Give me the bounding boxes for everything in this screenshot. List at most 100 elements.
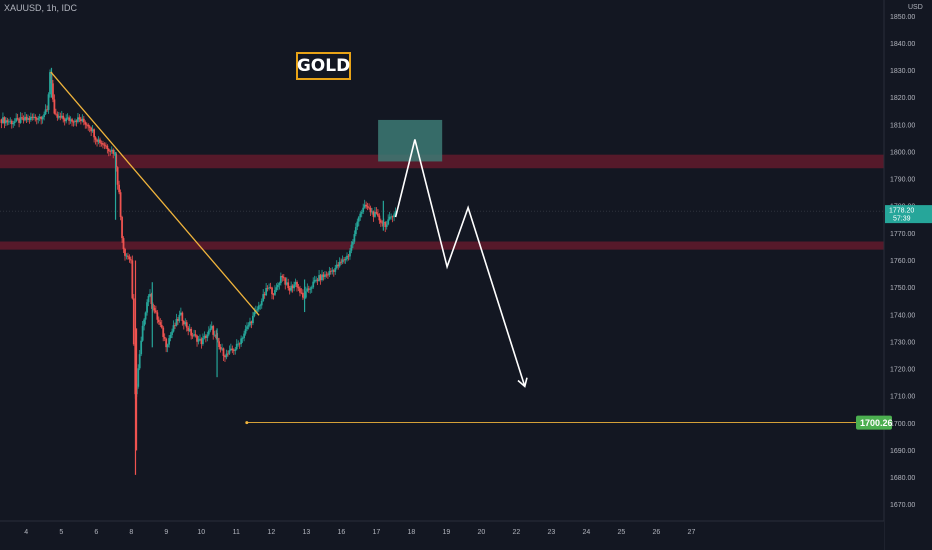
candle-body [213, 334, 216, 336]
y-tick-label: 1700.00 [890, 421, 915, 428]
candle-body [102, 143, 104, 145]
candle-body [165, 338, 168, 348]
candle-body [174, 325, 176, 327]
candle-body [72, 121, 75, 123]
candle-body [140, 340, 143, 355]
candle-body [106, 145, 109, 150]
candle-body [4, 120, 7, 124]
candle-body [32, 116, 35, 118]
x-tick-label: 23 [548, 529, 556, 536]
candle-body [350, 244, 353, 251]
candle-body [182, 321, 185, 325]
candle-body [385, 224, 388, 228]
candle-body [232, 350, 235, 352]
candle-body [128, 256, 131, 260]
candle-body [91, 129, 94, 132]
candle-body [362, 207, 365, 213]
y-tick-label: 1670.00 [890, 502, 915, 509]
countdown-label: 57:39 [893, 216, 911, 223]
candle-body [268, 287, 270, 289]
y-tick-label: 1790.00 [890, 177, 915, 184]
candle-body [253, 312, 256, 316]
candle-body [325, 274, 328, 276]
candle-body [75, 120, 78, 122]
candle-body [347, 255, 350, 257]
candle-body [43, 114, 46, 118]
candle-body [79, 119, 82, 122]
candle-body [304, 291, 307, 298]
candle-body [9, 120, 12, 122]
candle-body [246, 326, 248, 330]
candle-body [366, 206, 369, 208]
candle-body [149, 293, 151, 297]
candle-body [41, 117, 44, 120]
candle-body [184, 322, 187, 325]
candle-body [354, 227, 357, 235]
candle-body [18, 118, 21, 123]
candle-body [113, 153, 116, 155]
candle-body [378, 215, 381, 221]
candle-body [322, 274, 325, 277]
x-tick-label: 4 [24, 529, 28, 536]
candle-body [343, 259, 345, 261]
y-tick-label: 1760.00 [890, 258, 915, 265]
candle-body [334, 267, 337, 272]
target-price-badge [856, 415, 892, 430]
candle-body [84, 122, 87, 125]
candle-body [202, 337, 204, 345]
candle-body [57, 116, 60, 118]
candle-body [154, 310, 157, 313]
candle-body [146, 302, 148, 313]
x-tick-label: 9 [164, 529, 168, 536]
candle-body [116, 167, 119, 185]
candle-body [310, 287, 313, 289]
candle-body [284, 278, 287, 285]
candle-body [97, 139, 100, 142]
candle-body [272, 294, 275, 295]
x-tick-label: 8 [129, 529, 133, 536]
x-tick-label: 27 [688, 529, 696, 536]
candle-body [40, 116, 43, 120]
candle-body [316, 279, 319, 281]
y-tick-label: 1710.00 [890, 394, 915, 401]
x-tick-label: 16 [337, 529, 345, 536]
candle-body [269, 287, 272, 289]
trend-line [50, 71, 260, 316]
candle-body [38, 116, 41, 119]
candle-body [209, 328, 212, 331]
candle-body [93, 129, 96, 138]
y-tick-label: 1820.00 [890, 95, 915, 102]
target-price-label: 1700.26 [860, 418, 893, 428]
candle-body [335, 264, 338, 268]
candle-body [257, 305, 260, 310]
candle-body [129, 259, 132, 261]
candle-body [285, 282, 288, 285]
candle-body [77, 117, 79, 122]
candle-body [179, 312, 182, 315]
symbol-header[interactable]: XAUUSD, 1h, IDC [4, 3, 78, 13]
candle-body [300, 292, 303, 294]
x-tick-label: 25 [618, 529, 626, 536]
candle-body [37, 118, 40, 120]
candle-body [59, 116, 62, 118]
candle-body [16, 118, 19, 120]
candle-body [271, 287, 273, 295]
candle-body [307, 288, 310, 290]
candle-body [324, 274, 326, 277]
target-zone [378, 119, 443, 162]
candle-body [74, 120, 76, 122]
x-tick-label: 12 [267, 529, 275, 536]
candle-body [369, 207, 372, 213]
candle-body [279, 276, 282, 284]
candle-body [46, 109, 48, 111]
time-axis-bg [0, 521, 884, 550]
candle-body [78, 117, 81, 120]
candle-body [312, 281, 315, 288]
candle-body [87, 124, 90, 127]
candle-body [291, 285, 294, 289]
candle-body [27, 118, 29, 120]
candle-body [250, 321, 253, 324]
candle-body [243, 333, 245, 339]
